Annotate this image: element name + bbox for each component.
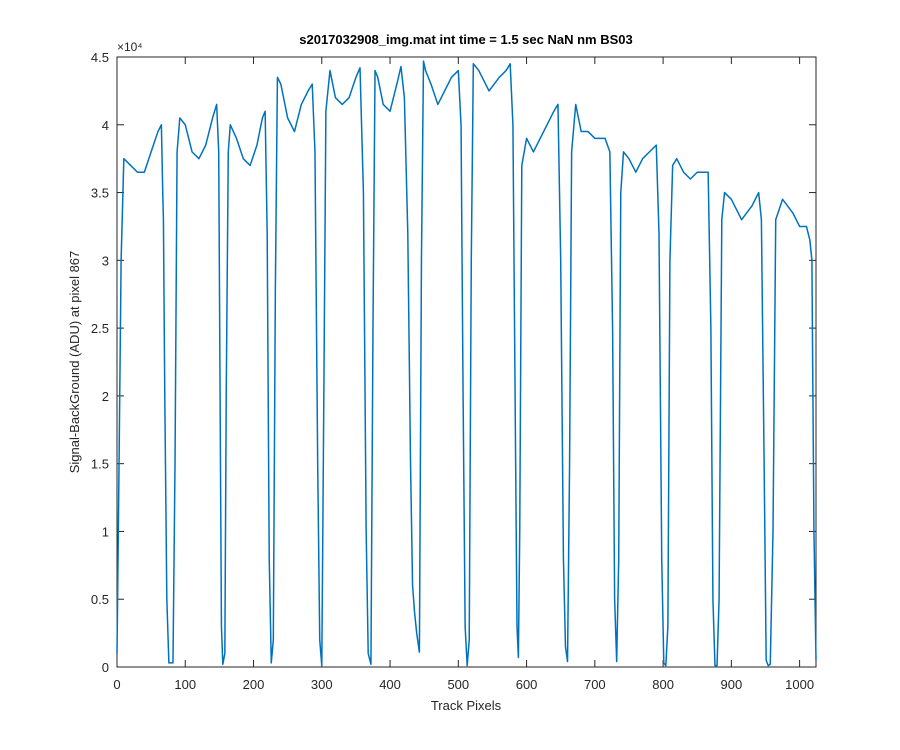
y-tick-label: 1.5 xyxy=(91,457,109,472)
x-tick-label: 200 xyxy=(243,677,265,692)
x-tick-label: 500 xyxy=(447,677,469,692)
x-tick-label: 100 xyxy=(174,677,196,692)
y-tick-label: 1 xyxy=(102,524,109,539)
y-tick-label: 0 xyxy=(102,660,109,675)
y-tick-label: 4.5 xyxy=(91,50,109,65)
y-axis-label: Signal-BackGround (ADU) at pixel 867 xyxy=(67,251,82,474)
y-tick-label: 3 xyxy=(102,253,109,268)
y-exponent-label: ×10⁴ xyxy=(117,40,143,54)
y-tick-label: 0.5 xyxy=(91,592,109,607)
plot-area xyxy=(116,56,817,668)
x-tick-label: 400 xyxy=(379,677,401,692)
chart-title: s2017032908_img.mat int time = 1.5 sec N… xyxy=(299,32,633,47)
x-axis-label: Track Pixels xyxy=(431,698,502,713)
y-tick-label: 3.5 xyxy=(91,186,109,201)
x-tick-label: 0 xyxy=(113,677,120,692)
x-tick-label: 800 xyxy=(652,677,674,692)
y-tick-label: 4 xyxy=(102,118,109,133)
x-tick-label: 1000 xyxy=(785,677,814,692)
y-tick-label: 2 xyxy=(102,389,109,404)
data-line xyxy=(116,60,817,667)
y-tick-label: 2.5 xyxy=(91,321,109,336)
x-tick-label: 600 xyxy=(516,677,538,692)
x-tick-label: 700 xyxy=(584,677,606,692)
x-tick-label: 900 xyxy=(721,677,743,692)
x-tick-label: 300 xyxy=(311,677,333,692)
